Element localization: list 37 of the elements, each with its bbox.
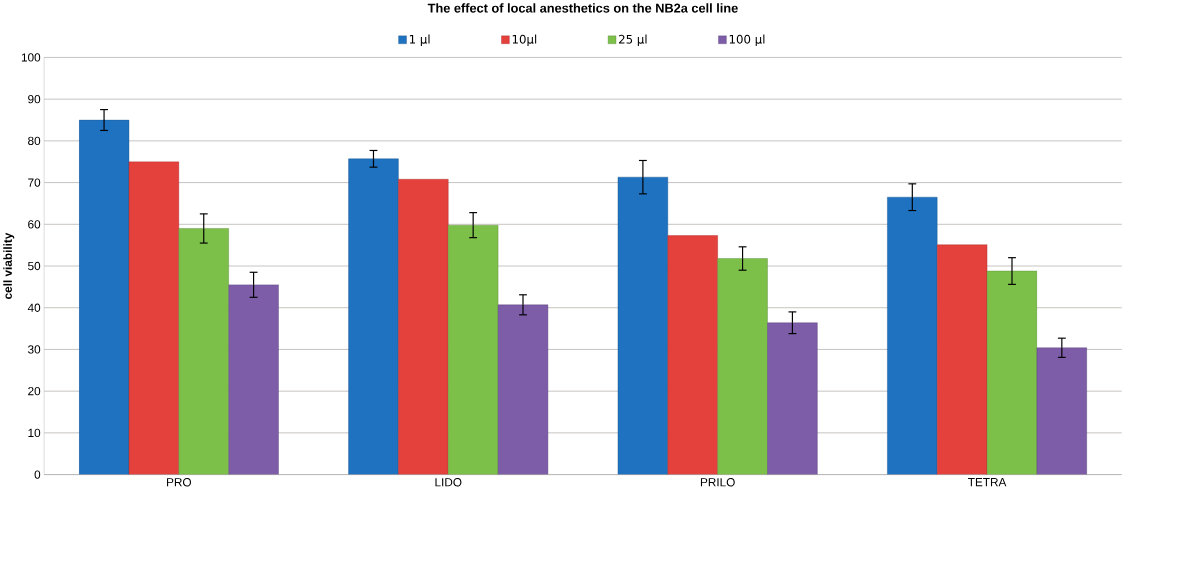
x-tick-label: PRO (167, 477, 192, 487)
y-tick-label: 40 (27, 303, 41, 312)
y-tick-label: 30 (27, 345, 41, 354)
y-tick-label: 90 (28, 94, 41, 104)
legend-label: 1 µl (409, 34, 430, 46)
bar (128, 161, 180, 475)
x-tick-label: TETRA (968, 477, 1007, 486)
x-tick-label: LIDO (435, 477, 462, 487)
bar (1036, 347, 1087, 475)
legend-label: 10µl (512, 34, 537, 46)
bar (178, 228, 229, 475)
bar (398, 178, 449, 475)
bar (617, 176, 669, 475)
y-tick-label: 20 (28, 386, 41, 396)
y-tick-label: 0 (34, 470, 41, 479)
y-tick-label: 70 (28, 178, 41, 187)
y-tick-label: 10 (28, 428, 41, 437)
bar (348, 158, 399, 475)
bar (887, 196, 938, 475)
bar (937, 244, 988, 475)
legend-label: 100 µl (729, 34, 765, 46)
chart-title: The effect of local anesthetics on the NB2a cell line (427, 3, 738, 13)
bar (667, 235, 718, 475)
y-axis-title: cell viability (3, 232, 15, 299)
bar (228, 284, 279, 475)
y-tick-label: 60 (28, 219, 41, 229)
y-tick-label: 50 (28, 261, 41, 271)
bar (717, 258, 768, 475)
y-tick-label: 100 (21, 53, 41, 62)
bar (448, 224, 499, 475)
bar (986, 270, 1038, 475)
y-tick-label: 80 (28, 136, 41, 145)
legend-label: 25 µl (619, 34, 647, 46)
bar (78, 119, 130, 475)
bar (767, 322, 818, 475)
x-tick-label: PRILO (700, 477, 735, 487)
bar (497, 304, 549, 475)
